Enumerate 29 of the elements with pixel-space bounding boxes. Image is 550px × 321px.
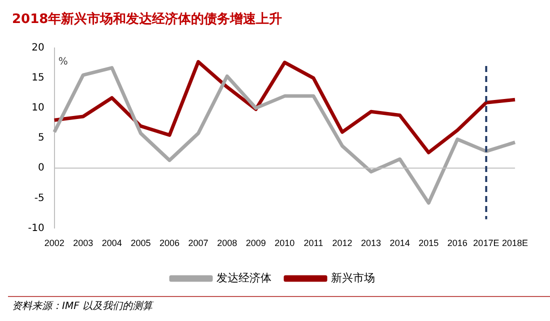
chart-title: 2018年新兴市场和发达经济体的债务增速上升 <box>11 10 284 29</box>
x-tick-label: 2008 <box>217 238 238 248</box>
x-tick-label: 2005 <box>130 238 151 248</box>
y-axis-title: % <box>58 56 68 68</box>
y-tick-label: 20 <box>32 42 44 54</box>
x-tick-label: 2017E <box>473 238 500 248</box>
x-tick-label: 2002 <box>44 238 64 248</box>
y-tick-label: -5 <box>34 192 44 204</box>
x-tick-label: 2003 <box>73 238 94 248</box>
x-tick-label: 2009 <box>246 238 266 248</box>
x-tick-label: 2016 <box>447 238 468 248</box>
x-tick-label: 2011 <box>304 238 324 248</box>
y-tick-label: 5 <box>38 132 44 144</box>
y-tick-label: 0 <box>38 162 44 174</box>
x-tick-label: 2004 <box>102 238 122 248</box>
legend-label: 发达经济体 <box>216 271 272 284</box>
y-tick-label: -10 <box>28 222 44 234</box>
x-tick-label: 2014 <box>390 238 410 248</box>
legend-label: 新兴市场 <box>331 271 375 284</box>
x-tick-label: 2006 <box>159 238 180 248</box>
y-tick-label: 10 <box>32 102 44 114</box>
x-tick-label: 2010 <box>274 238 295 248</box>
x-tick-label: 2015 <box>418 238 439 248</box>
x-tick-label: 2007 <box>188 238 208 248</box>
x-tick-label: 2012 <box>332 238 352 248</box>
y-tick-label: 15 <box>32 72 44 84</box>
text: 资料来源：IMF 以及我们的测算 <box>12 300 155 313</box>
x-tick-label: 2013 <box>361 238 382 248</box>
x-tick-label: 2018E <box>502 238 528 248</box>
